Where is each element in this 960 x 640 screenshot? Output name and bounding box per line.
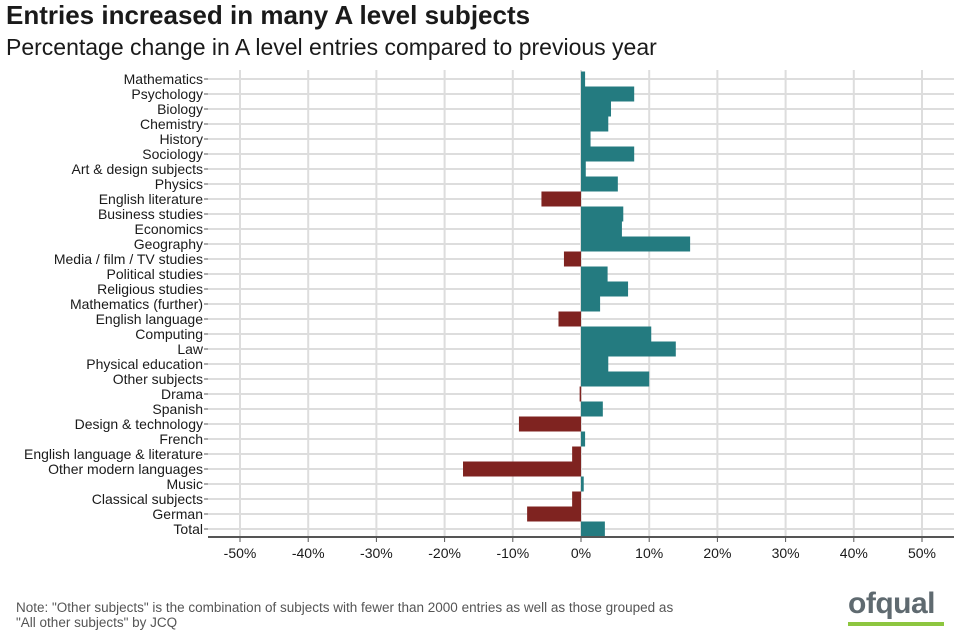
category-label: German bbox=[152, 506, 203, 522]
x-tick-label: 0% bbox=[571, 545, 591, 561]
x-tick-label: -50% bbox=[224, 545, 257, 561]
category-label: Music bbox=[166, 476, 203, 492]
category-label: Mathematics bbox=[124, 71, 203, 87]
category-label: English language bbox=[96, 311, 204, 327]
x-tick-label: 40% bbox=[840, 545, 868, 561]
bar bbox=[558, 311, 581, 327]
category-label: Computing bbox=[135, 326, 203, 342]
category-label: Business studies bbox=[98, 206, 203, 222]
x-tick-label: 20% bbox=[703, 545, 731, 561]
bar bbox=[581, 476, 584, 492]
logo-text: ofqual bbox=[848, 587, 936, 620]
category-label: Psychology bbox=[131, 86, 203, 102]
footnote-line-1: Note: "Other subjects" is the combinatio… bbox=[16, 600, 674, 615]
category-label: History bbox=[159, 131, 203, 147]
bar bbox=[572, 446, 581, 462]
category-label: Geography bbox=[134, 236, 203, 252]
bar bbox=[581, 101, 612, 117]
category-label: Art & design subjects bbox=[71, 161, 203, 177]
x-tick-label: 50% bbox=[908, 545, 936, 561]
category-label: French bbox=[159, 431, 203, 447]
bar bbox=[541, 191, 581, 207]
category-label: Spanish bbox=[152, 401, 203, 417]
category-label: Economics bbox=[135, 221, 203, 237]
category-label: Political studies bbox=[107, 266, 204, 282]
category-label: Physics bbox=[155, 176, 203, 192]
bar bbox=[581, 371, 650, 387]
bar bbox=[581, 296, 601, 312]
footnote: Note: "Other subjects" is the combinatio… bbox=[16, 600, 673, 630]
chart-subtitle: Percentage change in A level entries com… bbox=[6, 34, 657, 60]
category-label: Drama bbox=[161, 386, 203, 402]
bar bbox=[581, 281, 629, 297]
x-tick-label: 30% bbox=[772, 545, 800, 561]
bar bbox=[581, 206, 624, 222]
category-label: Other subjects bbox=[113, 371, 203, 387]
bar bbox=[581, 146, 635, 162]
category-label: Total bbox=[173, 521, 203, 537]
bar bbox=[581, 401, 603, 417]
bar bbox=[581, 116, 609, 132]
bar bbox=[463, 461, 581, 477]
bar bbox=[581, 356, 609, 372]
bar bbox=[581, 221, 622, 237]
category-label: English literature bbox=[99, 191, 203, 207]
bar bbox=[581, 326, 652, 342]
bar bbox=[563, 251, 581, 267]
logo-underline bbox=[848, 622, 944, 626]
category-label: Physical education bbox=[86, 356, 203, 372]
x-tick-label: -20% bbox=[428, 545, 461, 561]
bar bbox=[572, 491, 581, 507]
bar bbox=[581, 266, 608, 282]
bar bbox=[518, 416, 581, 432]
bar bbox=[581, 131, 591, 147]
category-label: Classical subjects bbox=[92, 491, 203, 507]
category-label: Other modern languages bbox=[48, 461, 203, 477]
bar bbox=[581, 71, 586, 87]
bar bbox=[581, 86, 635, 102]
x-tick-label: -10% bbox=[496, 545, 529, 561]
category-label: Sociology bbox=[142, 146, 203, 162]
category-label: Design & technology bbox=[75, 416, 203, 432]
bar bbox=[581, 161, 586, 177]
x-tick-label: -40% bbox=[292, 545, 325, 561]
x-tick-label: -30% bbox=[360, 545, 393, 561]
category-label: Mathematics (further) bbox=[70, 296, 203, 312]
chart-title: Entries increased in many A level subjec… bbox=[6, 0, 531, 30]
ofqual-logo: ofqual bbox=[848, 588, 944, 628]
category-label: Chemistry bbox=[140, 116, 203, 132]
bar bbox=[579, 386, 582, 402]
bar bbox=[581, 341, 676, 357]
x-tick-label: 10% bbox=[635, 545, 663, 561]
bar bbox=[581, 236, 691, 252]
category-label: Law bbox=[177, 341, 204, 357]
bar-chart: MathematicsPsychologyBiologyChemistryHis… bbox=[24, 70, 954, 561]
category-label: Media / film / TV studies bbox=[54, 251, 203, 267]
category-label: Religious studies bbox=[97, 281, 203, 297]
category-label: Biology bbox=[157, 101, 203, 117]
bar bbox=[581, 176, 618, 192]
category-label: English language & literature bbox=[24, 446, 203, 462]
bar bbox=[527, 506, 581, 522]
bar bbox=[581, 521, 605, 537]
bar bbox=[581, 431, 586, 447]
footnote-line-2: "All other subjects" by JCQ bbox=[16, 615, 178, 630]
